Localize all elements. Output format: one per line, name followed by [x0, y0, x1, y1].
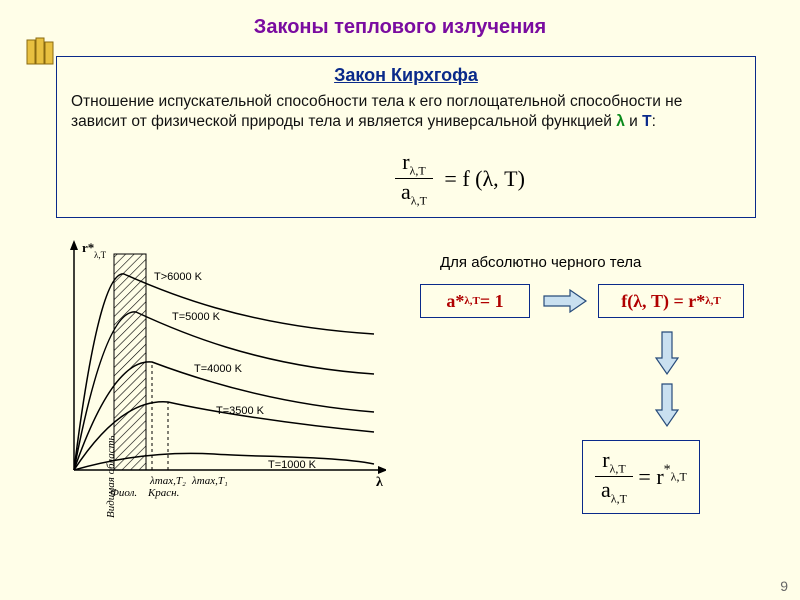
- eq1-den: a: [401, 179, 411, 204]
- law-paragraph: Отношение испускательной способности тел…: [57, 86, 755, 132]
- eq1-num-sub: λ,T: [410, 163, 426, 177]
- svg-text:r*: r*: [82, 240, 94, 255]
- svg-text:λ: λ: [376, 475, 383, 490]
- eq1-num: r: [402, 149, 409, 174]
- arrow-right-icon: [540, 286, 590, 316]
- box-f-lhs: f(λ, T) = r*: [621, 291, 705, 312]
- box-a-sub: λ,T: [464, 295, 480, 307]
- and-word: и: [625, 113, 642, 130]
- svg-text:Красн.: Красн.: [147, 487, 179, 499]
- arrow-down-icon: [652, 328, 682, 378]
- svg-text:λ,T: λ,T: [94, 250, 107, 260]
- blackbody-text: Для абсолютно черного тела: [440, 254, 641, 271]
- eq2-num: r: [602, 447, 609, 472]
- lambda-symbol: λ: [616, 113, 625, 130]
- box-a-eq: = 1: [480, 291, 504, 312]
- svg-text:T=4000 K: T=4000 K: [194, 363, 243, 375]
- svg-text:T=5000 K: T=5000 K: [172, 311, 221, 323]
- page-number: 9: [780, 578, 788, 594]
- svg-text:T=3500 K: T=3500 K: [216, 405, 265, 417]
- svg-text:T=1000 K: T=1000 K: [268, 459, 317, 471]
- svg-text:λmax,T₂: λmax,T₂: [149, 475, 186, 487]
- books-icon: [26, 36, 54, 66]
- svg-text:Видимая область: Видимая область: [105, 435, 117, 518]
- colon: :: [652, 113, 656, 130]
- box-function: f(λ, T) = r*λ,T: [598, 284, 744, 318]
- svg-text:T>6000 K: T>6000 K: [154, 271, 203, 283]
- svg-text:λmax,T₁: λmax,T₁: [191, 475, 228, 487]
- page-title: Законы теплового излучения: [0, 0, 800, 39]
- law-subtitle: Закон Кирхгофа: [57, 65, 755, 86]
- law-box: Закон Кирхгофа Отношение испускательной …: [56, 56, 756, 218]
- para-text: Отношение испускательной способности тел…: [71, 93, 682, 130]
- eq2-num-sub: λ,T: [610, 461, 626, 475]
- final-equation: rλ,T aλ,T = r*λ,T: [582, 440, 700, 514]
- eq2-rhs-sup: *: [664, 463, 671, 478]
- box-f-sub: λ,T: [705, 295, 721, 307]
- box-a-text: a*: [446, 291, 464, 312]
- t-symbol: T: [642, 113, 651, 130]
- spectral-chart: r*λ,T λ T>6000 K T=5000 K T=4000 K T=3500 K T=…: [46, 240, 386, 540]
- eq2-den-sub: λ,T: [611, 492, 627, 506]
- box-absorptivity: a*λ,T = 1: [420, 284, 530, 318]
- kirchhoff-equation: rλ,T aλ,T = f (λ, T): [395, 149, 525, 209]
- eq1-rhs: = f (λ, T): [444, 166, 525, 191]
- eq2-rhs-main: = r: [638, 464, 663, 489]
- arrow-down-icon-2: [652, 380, 682, 430]
- eq2-den: a: [601, 477, 611, 502]
- eq1-den-sub: λ,T: [411, 194, 427, 208]
- eq2-rhs-sub: λ,T: [671, 469, 687, 483]
